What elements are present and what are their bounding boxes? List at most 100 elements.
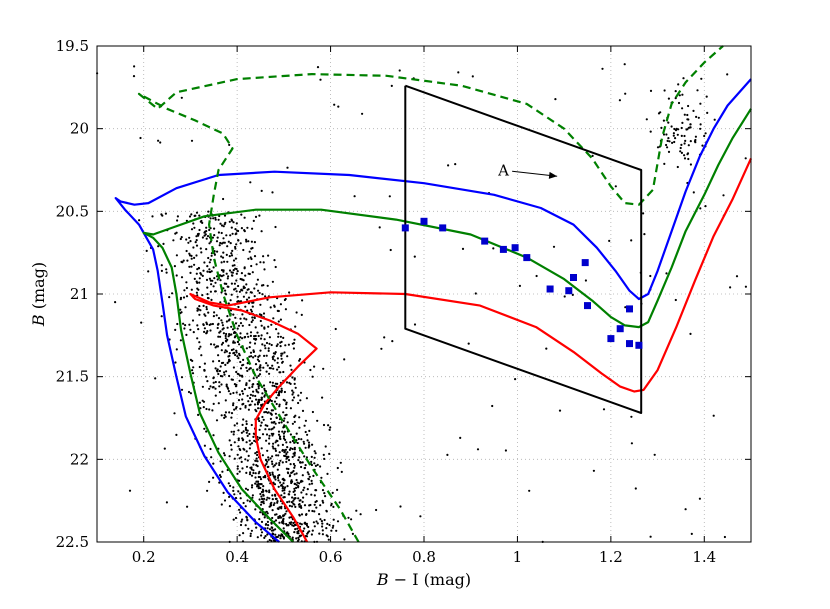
field-star bbox=[219, 335, 222, 338]
field-star bbox=[313, 525, 316, 528]
field-star bbox=[228, 495, 231, 498]
field-star bbox=[300, 438, 303, 441]
field-star bbox=[307, 441, 311, 444]
field-star bbox=[208, 387, 211, 390]
field-star bbox=[275, 416, 278, 419]
field-star bbox=[467, 342, 470, 345]
field-star bbox=[686, 153, 689, 156]
field-star bbox=[218, 369, 221, 373]
field-star bbox=[217, 218, 220, 221]
field-star bbox=[229, 392, 232, 395]
field-star bbox=[241, 518, 244, 521]
field-star bbox=[223, 260, 226, 263]
annotation-arrowhead bbox=[548, 171, 558, 179]
field-star bbox=[272, 317, 275, 320]
field-star bbox=[247, 240, 250, 243]
field-star bbox=[208, 277, 211, 280]
field-star bbox=[703, 134, 706, 138]
field-star bbox=[554, 98, 557, 101]
field-star bbox=[293, 482, 297, 485]
field-star bbox=[226, 277, 229, 280]
field-star bbox=[744, 157, 747, 160]
field-star bbox=[225, 253, 228, 256]
field-star bbox=[241, 392, 245, 395]
field-star bbox=[528, 489, 531, 492]
field-star bbox=[200, 354, 203, 357]
field-star bbox=[283, 451, 286, 454]
field-star bbox=[300, 491, 303, 494]
field-star bbox=[283, 351, 286, 354]
field-star bbox=[205, 321, 208, 324]
field-star bbox=[271, 471, 274, 474]
field-star bbox=[211, 236, 214, 239]
field-star bbox=[295, 486, 298, 489]
field-star bbox=[558, 409, 562, 412]
field-star bbox=[233, 351, 236, 354]
field-star bbox=[239, 360, 242, 364]
field-star bbox=[283, 390, 286, 394]
field-star bbox=[265, 439, 268, 442]
field-star bbox=[614, 185, 617, 188]
field-star bbox=[250, 264, 253, 268]
field-star bbox=[299, 399, 302, 402]
field-star bbox=[248, 439, 251, 442]
field-star bbox=[671, 141, 674, 144]
field-star bbox=[224, 221, 227, 224]
field-star bbox=[699, 127, 702, 130]
field-star bbox=[251, 271, 254, 274]
field-star bbox=[311, 410, 314, 414]
field-star bbox=[260, 447, 263, 450]
field-star bbox=[262, 485, 265, 488]
field-star bbox=[194, 241, 197, 244]
field-star bbox=[285, 403, 288, 406]
field-star bbox=[211, 386, 214, 389]
field-star bbox=[271, 356, 274, 359]
field-star bbox=[174, 361, 177, 364]
selected-star-marker bbox=[511, 244, 519, 252]
field-star bbox=[268, 505, 271, 508]
field-star bbox=[232, 518, 235, 521]
field-star bbox=[292, 391, 295, 394]
field-star bbox=[254, 476, 257, 479]
field-star bbox=[206, 270, 209, 273]
field-star bbox=[267, 254, 270, 257]
field-star bbox=[238, 379, 241, 382]
field-star bbox=[147, 270, 150, 273]
field-star bbox=[323, 457, 326, 460]
field-star bbox=[592, 469, 596, 472]
field-star bbox=[285, 460, 288, 463]
field-star bbox=[291, 455, 294, 459]
field-star bbox=[218, 244, 221, 247]
field-star bbox=[289, 447, 292, 450]
y-tick-label: 20.5 bbox=[56, 202, 89, 220]
field-star bbox=[666, 139, 669, 142]
field-star bbox=[389, 248, 392, 252]
field-star bbox=[380, 347, 383, 350]
field-star bbox=[225, 272, 228, 275]
field-star bbox=[692, 191, 695, 194]
field-star bbox=[305, 522, 308, 525]
field-star bbox=[179, 237, 182, 241]
field-star bbox=[234, 267, 237, 270]
field-star bbox=[681, 107, 684, 110]
field-star bbox=[242, 447, 245, 450]
field-star bbox=[198, 365, 201, 369]
field-star bbox=[196, 324, 199, 327]
field-star bbox=[303, 504, 307, 507]
field-star bbox=[264, 295, 267, 298]
field-star bbox=[209, 217, 212, 220]
field-star bbox=[256, 331, 259, 334]
field-star bbox=[252, 432, 255, 435]
field-star bbox=[245, 431, 248, 434]
field-star bbox=[264, 347, 267, 350]
field-star bbox=[236, 340, 239, 343]
field-star bbox=[145, 249, 148, 252]
field-star bbox=[292, 499, 295, 502]
field-star bbox=[292, 347, 295, 350]
field-star bbox=[309, 503, 312, 507]
field-star bbox=[283, 492, 286, 495]
field-star bbox=[492, 247, 495, 250]
field-star bbox=[274, 497, 277, 500]
field-star bbox=[254, 452, 257, 455]
field-star bbox=[224, 415, 227, 418]
